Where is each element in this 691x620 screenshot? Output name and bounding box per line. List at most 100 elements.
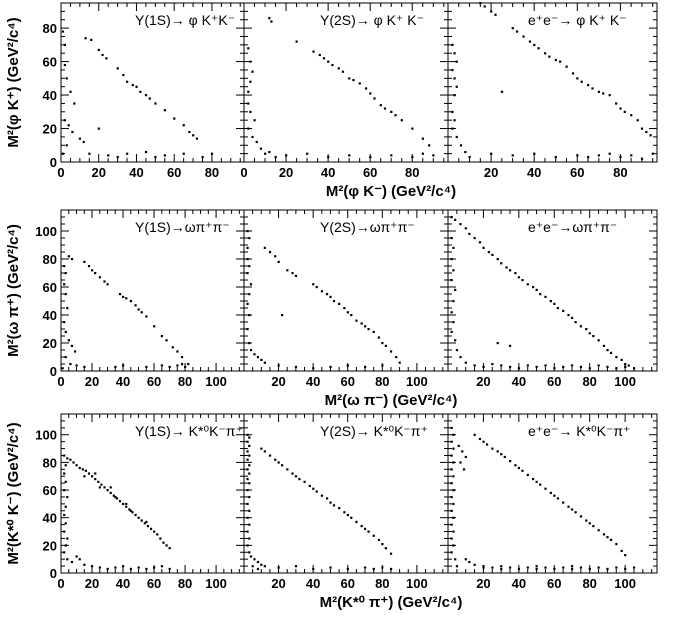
- panel-frame: [447, 2, 658, 163]
- data-point: [312, 487, 315, 490]
- data-point: [248, 472, 251, 475]
- data-point: [160, 335, 164, 338]
- data-point: [327, 60, 330, 63]
- data-point: [500, 262, 503, 265]
- data-point: [505, 266, 508, 269]
- data-point: [364, 87, 368, 90]
- data-point: [459, 223, 462, 226]
- x-tick-label: 100: [205, 374, 227, 389]
- data-point: [137, 308, 140, 311]
- panel-title: Υ(1S)→ φ K⁺K⁻: [135, 12, 235, 28]
- scatter-panel: 0 20 40 60 80 Υ(1S)→ φ K⁺K⁻: [57, 2, 245, 180]
- y-tick-label: 20: [43, 336, 57, 351]
- data-point: [116, 67, 119, 70]
- y-tick-label: 20: [43, 538, 57, 553]
- data-point: [106, 283, 109, 286]
- x-tick-label: 40: [512, 576, 526, 591]
- data-point: [570, 565, 574, 568]
- data-point: [556, 497, 560, 500]
- data-point: [567, 505, 570, 508]
- data-point: [508, 566, 512, 569]
- panel-title: Υ(1S)→ωπ⁺π⁻: [135, 219, 230, 235]
- data-point: [168, 547, 171, 550]
- x-tick-label: 80: [613, 165, 627, 180]
- data-point: [64, 293, 67, 296]
- data-point: [125, 505, 128, 508]
- scatter-row: 0 20 40 60 80 100 Υ(1S)→ωπ⁺π⁻ 20 40 60 80 100 Υ(2S)→…: [5, 209, 658, 409]
- data-point: [176, 364, 179, 367]
- x-tick-label: 80: [405, 165, 419, 180]
- data-point: [303, 480, 306, 483]
- data-point: [532, 477, 535, 481]
- data-point: [450, 468, 453, 471]
- data-point: [312, 50, 315, 53]
- x-tick-label: 80: [582, 576, 596, 591]
- scatter-panel: 20 40 60 80 100 Υ(2S)→ K*⁰K⁻π⁺: [243, 413, 449, 591]
- data-point: [651, 152, 654, 155]
- data-point: [343, 511, 346, 514]
- x-tick-label: 80: [178, 576, 192, 591]
- data-point: [163, 154, 166, 157]
- data-point: [84, 469, 88, 472]
- data-point: [168, 567, 171, 571]
- data-point: [508, 460, 512, 463]
- data-point: [249, 349, 253, 352]
- x-tick-label: 20: [91, 165, 105, 180]
- data-point: [140, 311, 143, 314]
- data-point: [122, 364, 125, 367]
- data-point: [63, 513, 66, 517]
- data-point: [454, 339, 457, 342]
- data-point: [627, 364, 630, 367]
- data-point: [291, 472, 294, 475]
- data-point: [570, 567, 574, 571]
- data-point: [255, 140, 258, 144]
- data-point: [533, 43, 536, 47]
- data-point: [83, 475, 86, 478]
- data-point: [521, 279, 524, 282]
- data-point: [450, 426, 453, 430]
- data-point: [369, 92, 372, 95]
- data-point: [294, 475, 298, 478]
- data-point: [473, 433, 476, 436]
- data-point: [384, 547, 387, 550]
- x-tick-label: 40: [306, 576, 320, 591]
- data-point: [455, 349, 459, 352]
- data-point: [246, 328, 249, 331]
- x-tick-label: 0: [57, 576, 64, 591]
- data-point: [82, 140, 85, 144]
- data-point: [588, 332, 591, 335]
- data-point: [248, 342, 251, 345]
- data-point: [63, 321, 66, 324]
- data-point: [248, 265, 251, 268]
- data-point: [140, 519, 143, 522]
- data-point: [118, 500, 122, 503]
- x-tick-label: 100: [406, 576, 428, 591]
- data-point: [90, 38, 93, 42]
- data-point: [452, 269, 455, 272]
- data-point: [454, 218, 457, 221]
- data-point: [253, 558, 256, 561]
- panel-frame: [447, 413, 658, 574]
- panel-title: e⁺e⁻→ωπ⁺π⁻: [528, 219, 617, 235]
- data-point: [131, 84, 134, 87]
- y-axis-title: M²(ω π⁺) (GeV²/c⁴): [5, 224, 22, 357]
- data-point: [294, 565, 298, 568]
- data-point: [570, 364, 574, 367]
- data-point: [256, 356, 260, 359]
- data-point: [69, 90, 72, 93]
- data-point: [182, 124, 185, 127]
- data-point: [591, 87, 594, 90]
- data-point: [256, 560, 260, 564]
- data-point: [162, 541, 165, 544]
- data-point: [246, 544, 249, 547]
- data-point: [281, 314, 284, 317]
- data-point: [562, 501, 565, 504]
- data-point: [500, 565, 503, 568]
- data-point: [195, 137, 199, 140]
- data-point: [103, 486, 106, 489]
- data-point: [348, 154, 351, 157]
- data-point: [277, 364, 280, 367]
- data-point: [201, 155, 204, 159]
- data-point: [570, 508, 574, 511]
- data-point: [87, 265, 91, 268]
